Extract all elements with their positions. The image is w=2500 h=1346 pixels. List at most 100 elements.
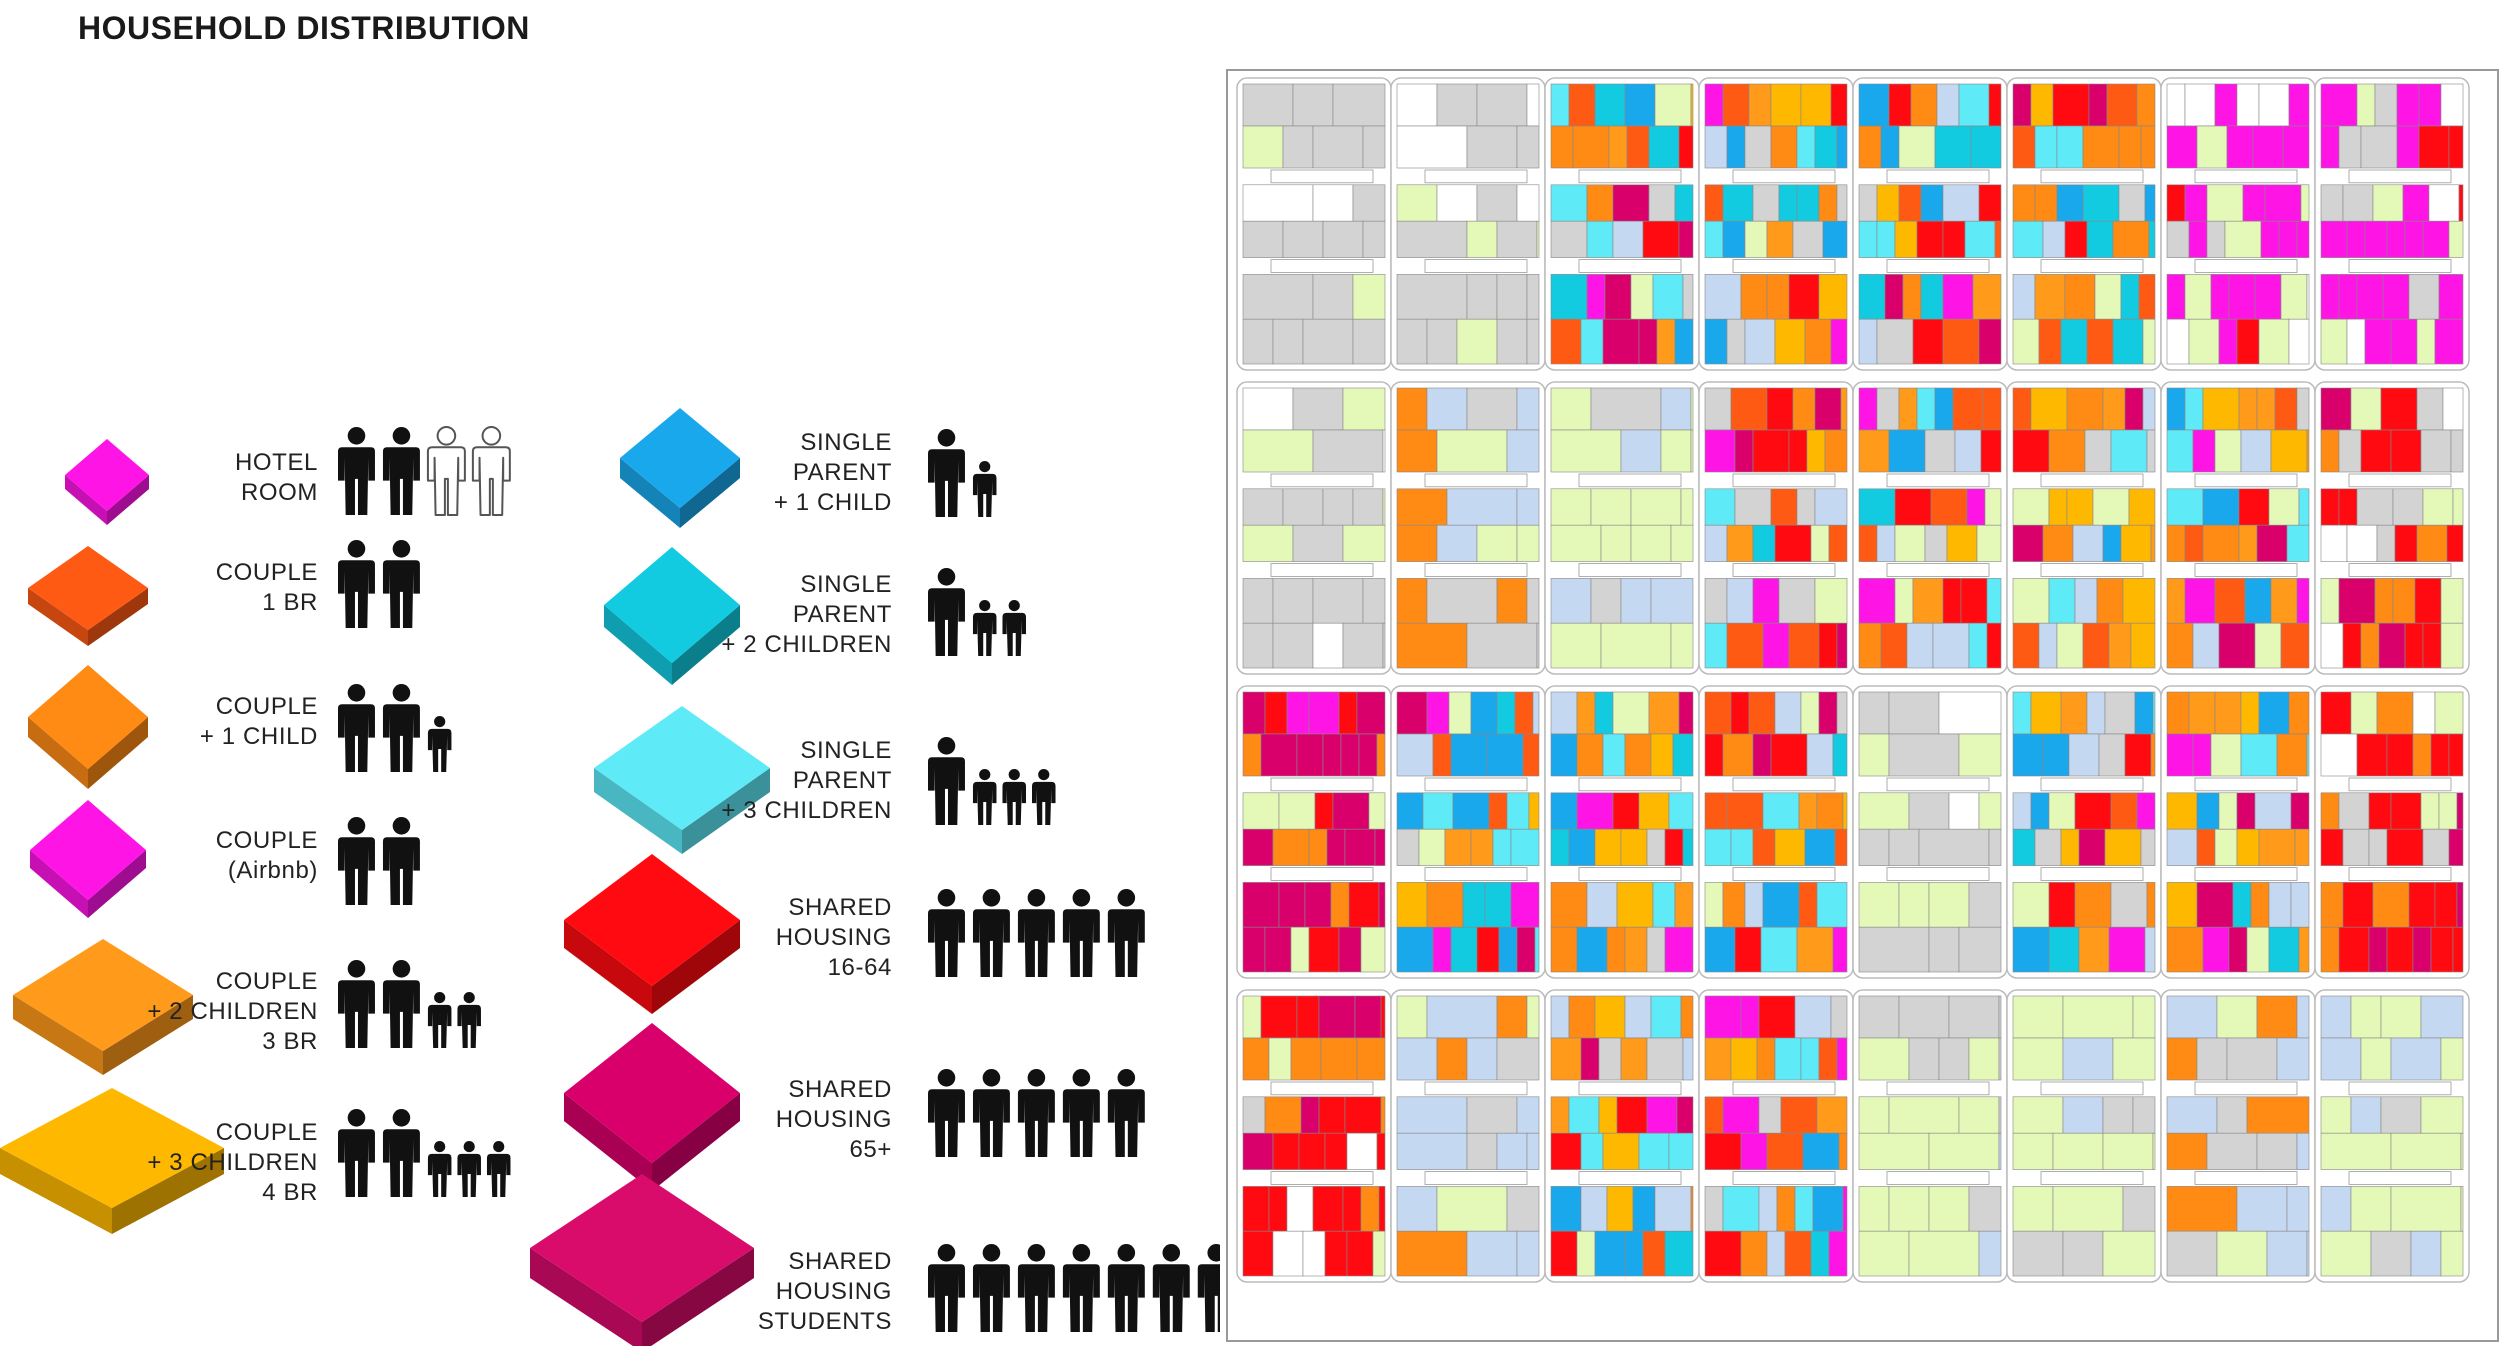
legend-item-couple_2children (13, 939, 481, 1075)
city-block (2006, 685, 2162, 979)
city-block (2006, 989, 2162, 1283)
city-block (2160, 77, 2316, 371)
city-block (1852, 685, 2008, 979)
legend-label-line: SINGLE (800, 571, 892, 598)
legend-label-couple_3children: COUPLE + 3 CHILDREN 4 BR (147, 1118, 318, 1208)
household-box-icon (28, 665, 148, 789)
legend-label-shared_students: SHARED HOUSING STUDENTS (758, 1247, 892, 1337)
legend-label-line: SHARED (788, 1076, 892, 1103)
city-block (1236, 381, 1392, 675)
legend-label-line: COUPLE (215, 1119, 318, 1146)
legend-label-line: PARENT (792, 601, 892, 628)
city-block (1852, 381, 2008, 675)
legend-label-shared_65: SHARED HOUSING 65+ (776, 1075, 892, 1165)
city-block (1236, 77, 1392, 371)
city-block (1852, 77, 2008, 371)
city-block (1390, 381, 1546, 675)
legend-label-single_1child: SINGLE PARENT + 1 CHILD (774, 428, 892, 518)
city-block (1544, 77, 1700, 371)
shared-housing-seniors-people-icon (928, 1069, 1145, 1157)
city-block (1698, 685, 1854, 979)
couple-people-icon (338, 540, 420, 628)
legend-label-line: HOUSING (775, 924, 892, 951)
legend-label-single_3children: SINGLE PARENT + 3 CHILDREN (721, 736, 892, 826)
legend-label-line: + 3 CHILDREN (147, 1149, 318, 1176)
legend-label-line: + 2 CHILDREN (147, 998, 318, 1025)
legend-item-shared_65 (564, 1023, 1145, 1191)
legend-label-single_2children: SINGLE PARENT + 2 CHILDREN (721, 570, 892, 660)
legend-label-line: PARENT (792, 767, 892, 794)
legend-label-line: STUDENTS (757, 1308, 892, 1335)
household-box-icon (594, 706, 770, 854)
couple-one-child-people-icon (338, 684, 452, 772)
city-block (2314, 77, 2470, 371)
city-block (1236, 989, 1392, 1283)
city-block (1698, 989, 1854, 1283)
legend-item-single_2children (604, 547, 1026, 685)
city-block (2006, 381, 2162, 675)
household-box-icon (564, 854, 740, 1014)
legend-label-couple_1br: COUPLE 1 BR (216, 558, 318, 618)
legend-label-line: COUPLE (215, 559, 318, 586)
shared-housing-students-people-icon (928, 1244, 1220, 1332)
household-distribution-plan (1226, 69, 2499, 1342)
city-block (1236, 685, 1392, 979)
household-box-icon (30, 800, 146, 918)
legend-label-line: SHARED (788, 1248, 892, 1275)
legend-label-line: SINGLE (800, 737, 892, 764)
legend-label-line: ROOM (240, 479, 318, 506)
legend-label-line: SHARED (788, 894, 892, 921)
single-parent-three-children-people-icon (928, 737, 1056, 825)
legend-item-single_1child (620, 408, 997, 528)
legend-item-shared_16_64 (564, 854, 1145, 1014)
city-block (2160, 685, 2316, 979)
legend-label-shared_16_64: SHARED HOUSING 16-64 (776, 893, 892, 983)
legend-item-hotel (65, 426, 511, 525)
legend-item-couple_1br (28, 540, 420, 646)
city-block (1390, 77, 1546, 371)
single-parent-two-children-people-icon (928, 568, 1026, 656)
city-block (2314, 989, 2470, 1283)
legend-label-line: SINGLE (800, 429, 892, 456)
legend-label-couple_2children: COUPLE + 2 CHILDREN 3 BR (147, 967, 318, 1057)
legend-item-couple_3children (0, 1088, 511, 1234)
legend-label-line: 4 BR (262, 1179, 318, 1206)
legend-item-single_3children (594, 706, 1056, 854)
city-block (1390, 685, 1546, 979)
shared-housing-adults-people-icon (928, 889, 1145, 977)
legend-item-couple_airbnb (30, 800, 420, 918)
legend-label-line: + 2 CHILDREN (721, 631, 892, 658)
household-box-icon (604, 547, 740, 685)
legend-label-line: + 1 CHILD (773, 489, 892, 516)
legend-label-line: 65+ (849, 1136, 892, 1163)
legend-item-couple_1child (28, 665, 452, 789)
legend-label-line: COUPLE (215, 968, 318, 995)
hotel-room-people-icon (338, 426, 511, 516)
city-block (1698, 381, 1854, 675)
couple-airbnb-people-icon (338, 817, 420, 905)
single-parent-one-child-people-icon (928, 429, 997, 517)
city-block (1852, 989, 2008, 1283)
couple-three-children-people-icon (338, 1109, 511, 1197)
legend (0, 408, 1220, 1346)
legend-label-line: HOUSING (775, 1278, 892, 1305)
city-block (2160, 989, 2316, 1283)
city-block (2314, 685, 2470, 979)
legend-label-line: PARENT (792, 459, 892, 486)
legend-label-line: 3 BR (262, 1028, 318, 1055)
city-block (2160, 381, 2316, 675)
household-box-icon (65, 439, 149, 525)
city-block (1544, 381, 1700, 675)
legend-label-line: HOTEL (234, 449, 318, 476)
page-title: HOUSEHOLD DISTRIBUTION (78, 10, 530, 46)
household-box-icon (620, 408, 740, 528)
city-block (1544, 685, 1700, 979)
legend-item-shared_students (530, 1174, 1220, 1346)
city-block (1544, 989, 1700, 1283)
household-box-icon (13, 939, 193, 1075)
legend-label-line: (Airbnb) (227, 857, 318, 884)
legend-label-line: 16-64 (827, 954, 892, 981)
legend-label-couple_1child: COUPLE + 1 CHILD (200, 692, 318, 752)
legend-label-line: + 3 CHILDREN (721, 797, 892, 824)
household-box-icon (28, 546, 148, 646)
